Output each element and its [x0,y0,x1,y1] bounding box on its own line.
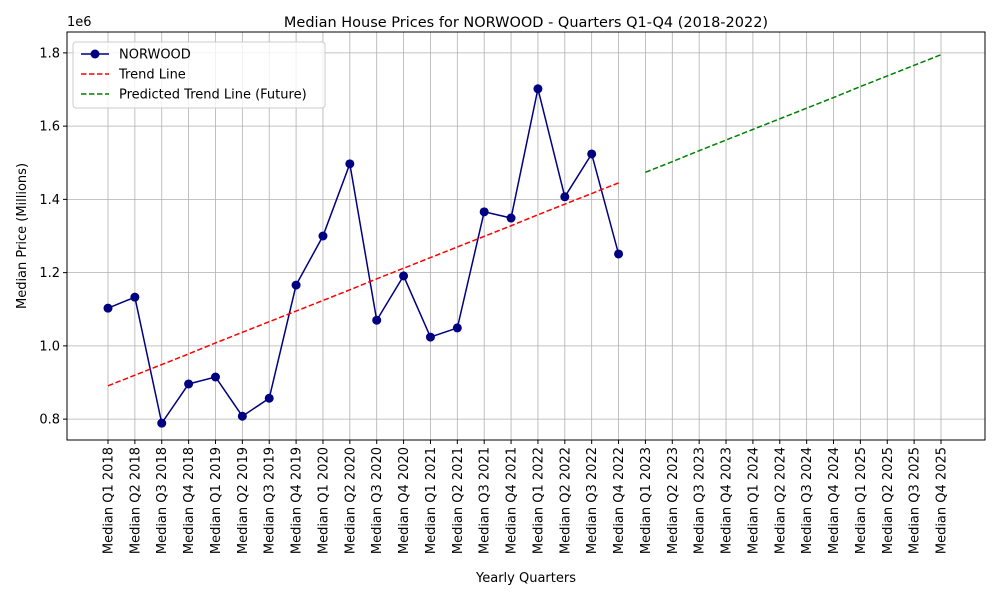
x-tick-label: Median Q2 2024 [773,447,788,554]
x-tick-label: Median Q4 2019 [290,447,305,554]
data-point [291,280,301,290]
data-point [425,332,435,342]
x-tick-label: Median Q2 2022 [558,447,573,554]
series-line [645,54,942,173]
x-tick-label: Median Q4 2023 [720,447,735,554]
legend-label: Predicted Trend Line (Future) [119,88,307,103]
x-tick-label: Median Q4 2025 [935,447,950,554]
y-tick-label: 1.2 [39,266,60,281]
x-tick-label: Median Q2 2025 [881,447,896,554]
series-line [107,182,619,387]
x-tick-label: Median Q3 2025 [908,447,923,554]
x-tick-label: Median Q4 2022 [612,447,627,554]
y-tick-label: 1.4 [39,193,60,208]
legend-label: Trend Line [118,68,186,83]
x-tick-label: Median Q2 2019 [236,447,251,554]
legend-box [72,41,326,109]
data-point [533,84,543,94]
x-tick-label: Median Q1 2021 [424,447,439,554]
x-tick-label: Median Q2 2020 [343,447,358,554]
x-tick-label: Median Q2 2021 [451,447,466,554]
x-tick-label: Median Q1 2019 [209,447,224,554]
data-point [103,303,113,313]
data-point [210,372,220,382]
x-tick-label: Median Q3 2023 [693,447,708,554]
x-tick-label: Median Q2 2023 [666,447,681,554]
data-point [345,159,355,169]
y-axis-label: Median Price (Millions) [15,163,30,309]
x-axis-label: Yearly Quarters [475,571,576,586]
data-point [399,271,409,281]
data-point [452,323,462,333]
x-tick-label: Median Q3 2024 [800,447,815,554]
data-point [479,207,489,217]
y-offset-label: 1e6 [67,15,92,30]
y-tick-label: 1.0 [39,339,60,354]
chart-title: Median House Prices for NORWOOD - Quarte… [284,15,768,31]
data-point [614,249,624,259]
legend-label: NORWOOD [119,48,191,63]
x-tick-label: Median Q4 2024 [827,447,842,554]
data-point [237,411,247,421]
plot-frame [66,31,986,441]
data-point [264,393,274,403]
data-point [560,192,570,202]
y-tick-label: 0.8 [39,413,60,428]
x-tick-label: Median Q3 2018 [155,447,170,554]
legend: NORWOOD Trend Line Predicted Trend Line (F… [72,41,326,109]
data-point [318,231,328,241]
x-tick-label: Median Q1 2023 [639,447,654,554]
data-point [506,213,516,223]
data-point [587,149,597,159]
x-tick-label: Median Q1 2018 [102,447,117,554]
x-tick-label: Median Q1 2025 [854,447,869,554]
x-tick-label: Median Q4 2021 [505,447,520,554]
x-tick-label: Median Q3 2019 [263,447,278,554]
x-tick-label: Median Q1 2020 [316,447,331,554]
data-point [372,315,382,325]
y-tick-label: 1.8 [39,46,60,61]
data-point [130,292,140,302]
data-point [184,379,194,389]
data-point [157,418,167,428]
series-line [107,88,620,426]
x-tick-label: Median Q3 2022 [585,447,600,554]
x-tick-label: Median Q4 2018 [182,447,197,554]
x-tick-label: Median Q3 2020 [370,447,385,554]
x-tick-label: Median Q1 2022 [531,447,546,554]
x-tick-label: Median Q1 2024 [746,447,761,554]
x-tick-label: Median Q3 2021 [478,447,493,554]
x-tick-label: Median Q2 2018 [128,447,143,554]
x-tick-label: Median Q4 2020 [397,447,412,554]
legend-marker [90,49,100,59]
y-tick-label: 1.6 [39,120,60,135]
